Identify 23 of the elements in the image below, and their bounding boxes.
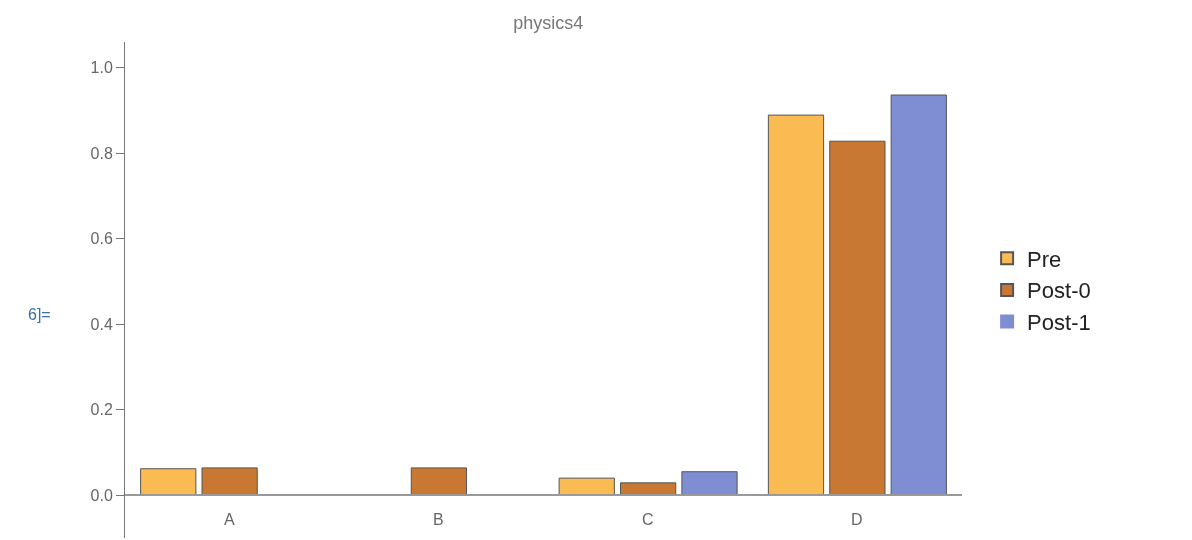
bar [767, 114, 825, 496]
legend-label: Post-1 [1027, 310, 1091, 336]
bar [558, 477, 615, 496]
bar [829, 140, 886, 496]
legend-label: Post-0 [1027, 278, 1091, 304]
text: 6]= [28, 306, 51, 323]
bar [681, 471, 738, 496]
y-tick-label: 1.0 [90, 59, 113, 77]
chart-title: physics4 [513, 12, 584, 33]
bar [410, 467, 467, 496]
y-tick-label: 0.2 [90, 401, 113, 419]
x-tick-label: A [224, 511, 235, 528]
bar [201, 467, 258, 496]
y-tick-label: 0.8 [90, 144, 113, 162]
y-tick-label: 0.0 [90, 486, 113, 504]
x-tick-label: B [433, 511, 444, 528]
x-tick-label: C [642, 511, 654, 528]
y-tick-label: 0.6 [90, 230, 113, 248]
bar [140, 468, 197, 496]
legend-label: Pre [1027, 246, 1062, 272]
y-tick-label: 0.4 [90, 315, 113, 333]
bar [890, 94, 947, 496]
x-tick-label: D [851, 511, 863, 528]
